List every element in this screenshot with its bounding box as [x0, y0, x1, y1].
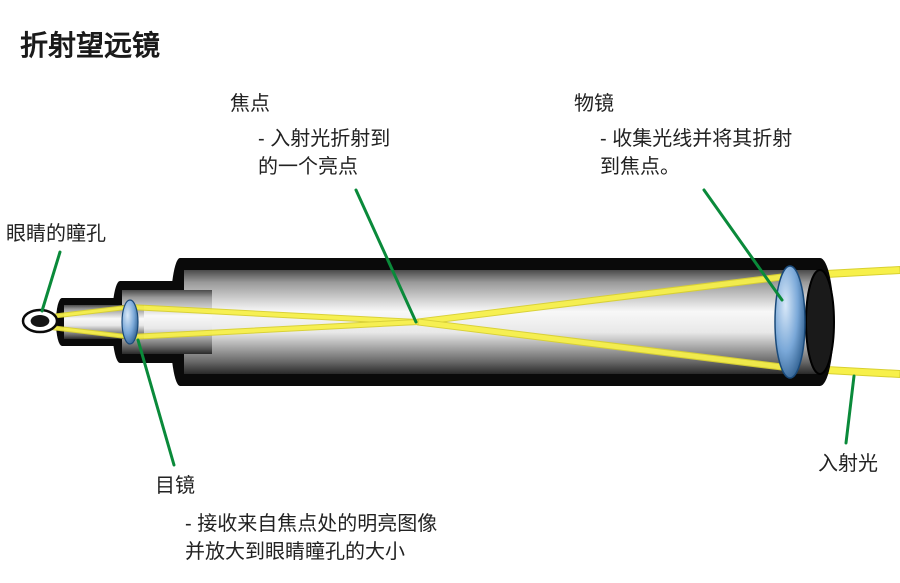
label-focal-heading: 焦点 [230, 90, 270, 118]
telescope-diagram [0, 0, 900, 583]
label-eyepiece-heading: 目镜 [155, 472, 195, 500]
label-objective-desc: - 收集光线并将其折射到焦点。 [600, 125, 792, 181]
label-focal-desc: - 入射光折射到的一个亮点 [258, 125, 390, 181]
label-eyepiece-desc: - 接收来自焦点处的明亮图像并放大到眼睛瞳孔的大小 [185, 510, 437, 566]
eye-pupil-icon [23, 310, 57, 332]
objective-lens [775, 266, 805, 378]
eyepiece-lens [122, 300, 138, 344]
label-pupil: 眼睛的瞳孔 [6, 220, 106, 248]
diagram-title: 折射望远镜 [20, 24, 160, 64]
label-incident: 入射光 [818, 450, 878, 478]
label-objective-heading: 物镜 [574, 90, 614, 118]
